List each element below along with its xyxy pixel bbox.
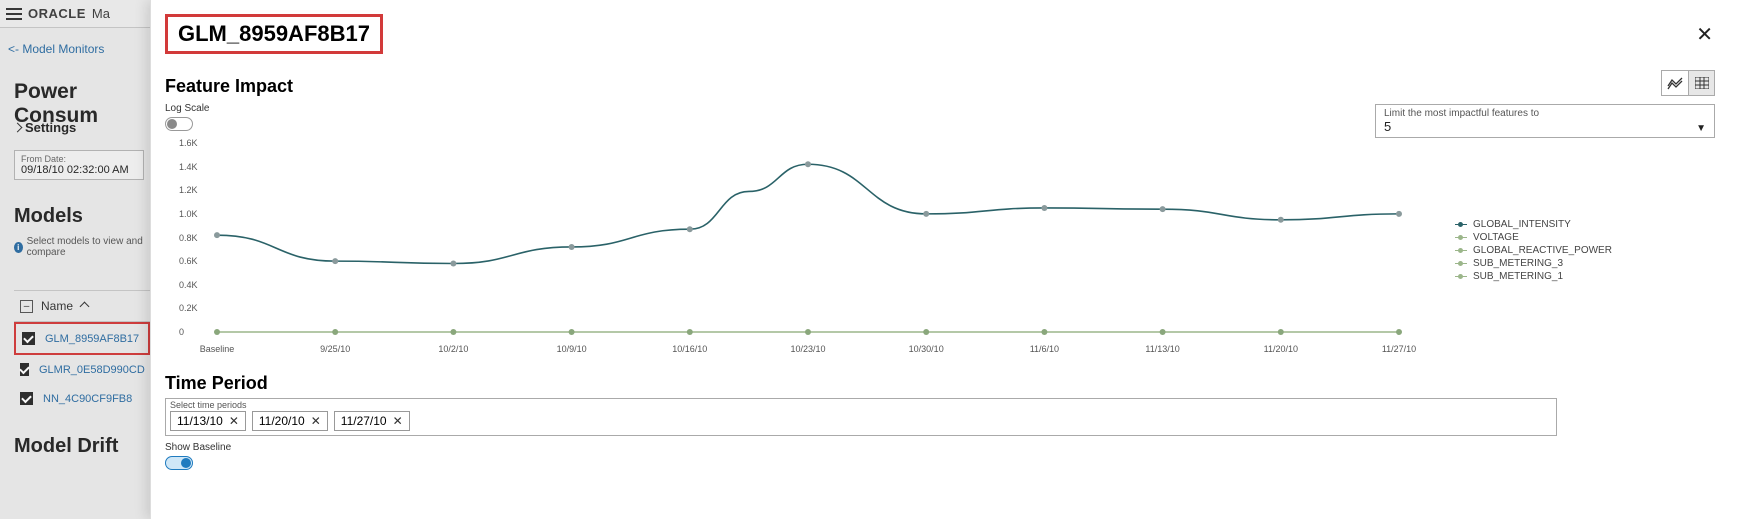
- feature-impact-chart: GLOBAL_INTENSITY VOLTAGE GLOBAL_REACTIVE…: [165, 139, 1715, 369]
- limit-label: Limit the most impactful features to: [1384, 108, 1539, 119]
- hamburger-icon[interactable]: [6, 8, 22, 20]
- time-period-chip[interactable]: 11/13/10✕: [170, 411, 246, 431]
- table-row[interactable]: GLMR_0E58D990CD: [14, 355, 150, 384]
- model-drift-heading: Model Drift: [14, 435, 118, 458]
- row-checkbox[interactable]: [20, 363, 29, 376]
- legend-item[interactable]: VOLTAGE: [1455, 232, 1612, 243]
- table-row[interactable]: GLM_8959AF8B17: [14, 322, 150, 355]
- close-icon[interactable]: ✕: [1696, 22, 1713, 47]
- chip-remove-icon[interactable]: ✕: [393, 414, 403, 428]
- app-topbar: ORACLE Ma: [0, 0, 150, 28]
- table-view-button[interactable]: [1688, 71, 1714, 95]
- chevron-right-icon: [13, 123, 23, 133]
- chart-svg: [179, 139, 1409, 354]
- chip-remove-icon[interactable]: ✕: [311, 414, 321, 428]
- legend-item[interactable]: GLOBAL_REACTIVE_POWER: [1455, 245, 1612, 256]
- from-date-label: From Date:: [21, 154, 137, 164]
- chart-view-button[interactable]: [1662, 71, 1688, 95]
- settings-toggle[interactable]: Settings: [14, 120, 76, 135]
- row-checkbox[interactable]: [22, 332, 35, 345]
- panel-title: GLM_8959AF8B17: [165, 14, 383, 54]
- chip-remove-icon[interactable]: ✕: [229, 414, 239, 428]
- select-all-checkbox[interactable]: –: [20, 300, 33, 313]
- show-baseline-label: Show Baseline: [165, 442, 1715, 453]
- feature-impact-heading: Feature Impact: [165, 76, 1715, 97]
- table-row[interactable]: NN_4C90CF9FB8: [14, 384, 150, 413]
- models-table-header[interactable]: – Name: [14, 290, 150, 322]
- chips-label: Select time periods: [170, 400, 1552, 410]
- settings-label: Settings: [25, 120, 76, 135]
- from-date-value: 09/18/10 02:32:00 AM: [21, 164, 137, 176]
- log-scale-toggle[interactable]: [165, 117, 193, 131]
- models-hint: i Select models to view and compare: [14, 236, 150, 258]
- from-date-field[interactable]: From Date: 09/18/10 02:32:00 AM: [14, 150, 144, 180]
- time-period-chip[interactable]: 11/27/10✕: [334, 411, 410, 431]
- limit-value: 5: [1384, 119, 1539, 134]
- name-column-header[interactable]: Name: [41, 299, 73, 313]
- show-baseline-toggle[interactable]: [165, 456, 193, 470]
- model-link[interactable]: GLMR_0E58D990CD: [39, 364, 145, 376]
- model-link[interactable]: NN_4C90CF9FB8: [43, 393, 132, 405]
- view-toggle-group: [1661, 70, 1715, 96]
- info-icon: i: [14, 242, 23, 253]
- legend-item[interactable]: SUB_METERING_1: [1455, 271, 1612, 282]
- time-period-chip[interactable]: 11/20/10✕: [252, 411, 328, 431]
- legend-item[interactable]: SUB_METERING_3: [1455, 258, 1612, 269]
- sort-asc-icon: [80, 301, 90, 311]
- models-table: – Name GLM_8959AF8B17 GLMR_0E58D990CD NN…: [14, 290, 150, 413]
- model-detail-panel: GLM_8959AF8B17 ✕ Limit the most impactfu…: [150, 0, 1737, 519]
- time-period-select[interactable]: Select time periods 11/13/10✕11/20/10✕11…: [165, 398, 1557, 436]
- row-checkbox[interactable]: [20, 392, 33, 405]
- brand-suffix: Ma: [92, 6, 110, 21]
- limit-features-select[interactable]: Limit the most impactful features to 5 ▼: [1375, 104, 1715, 138]
- background-page: ORACLE Ma <- Model Monitors Power Consum…: [0, 0, 150, 519]
- models-hint-text: Select models to view and compare: [27, 236, 150, 258]
- models-heading: Models: [14, 205, 83, 228]
- model-link[interactable]: GLM_8959AF8B17: [45, 333, 139, 345]
- chart-legend: GLOBAL_INTENSITY VOLTAGE GLOBAL_REACTIVE…: [1455, 219, 1612, 284]
- chips-container: 11/13/10✕ 11/20/10✕ 11/27/10✕: [170, 411, 1552, 431]
- dropdown-caret-icon: ▼: [1696, 123, 1706, 134]
- brand-label: ORACLE: [28, 6, 86, 21]
- legend-item[interactable]: GLOBAL_INTENSITY: [1455, 219, 1612, 230]
- time-period-heading: Time Period: [165, 373, 1715, 394]
- breadcrumb[interactable]: <- Model Monitors: [8, 42, 104, 56]
